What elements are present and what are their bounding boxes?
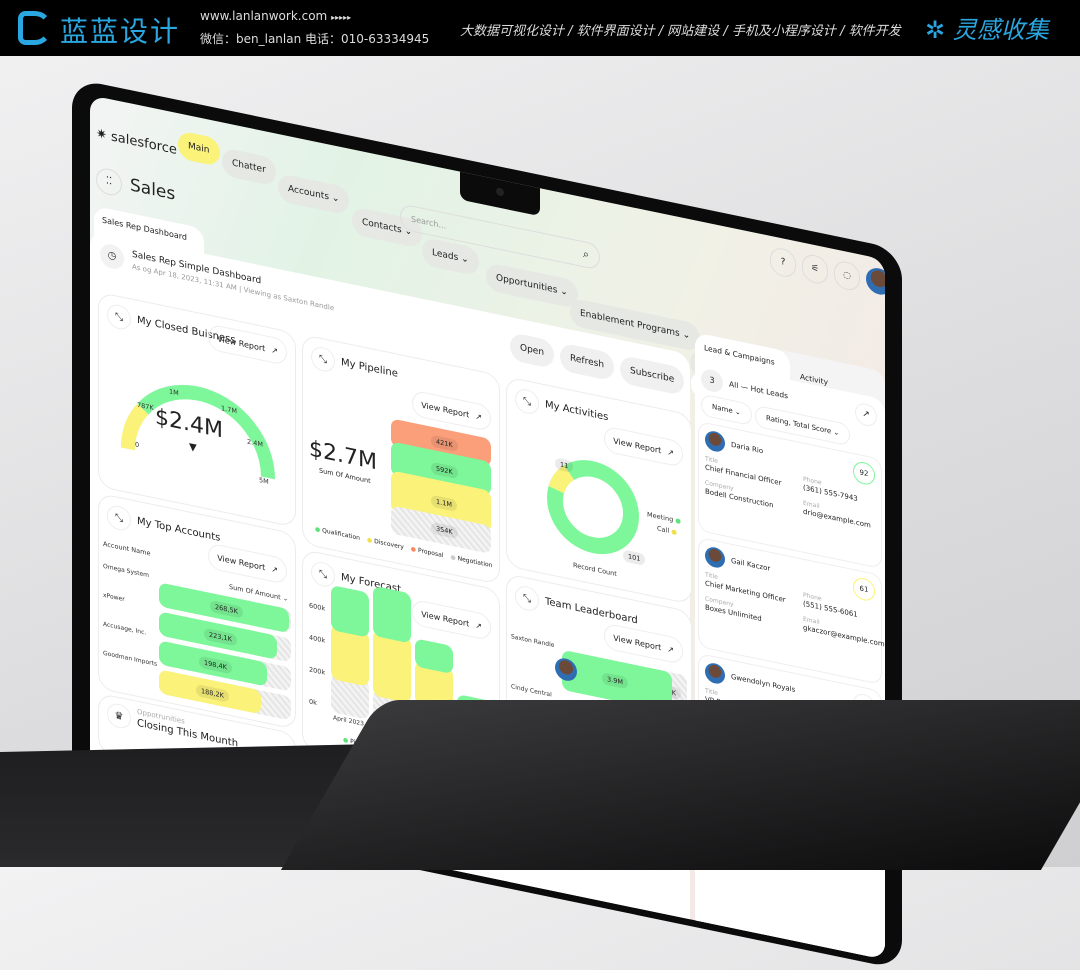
nav-tab[interactable]: Accounts ⌄ bbox=[278, 172, 350, 216]
lead-email: drio@example.com bbox=[803, 507, 871, 530]
lanlan-logo-icon bbox=[18, 11, 52, 45]
card-title: My Activities bbox=[545, 399, 609, 424]
expand-icon[interactable]: ⤡ bbox=[107, 302, 131, 332]
donut-caption: Record Count bbox=[573, 561, 617, 579]
gauge-pointer-icon: ▼ bbox=[189, 441, 197, 455]
rep-name: Cindy Central bbox=[511, 683, 552, 699]
forecast-bar-segment[interactable] bbox=[373, 585, 411, 644]
view-report-button[interactable]: View Report ↗ bbox=[412, 598, 491, 642]
website-url[interactable]: www.lanlanwork.com ▸▸▸▸▸ bbox=[200, 9, 352, 23]
forecast-bar-segment[interactable] bbox=[331, 584, 369, 638]
crown-icon: ♛ bbox=[107, 701, 131, 731]
view-report-button[interactable]: View Report ↗ bbox=[208, 542, 287, 585]
lead-score: 92 bbox=[853, 460, 875, 487]
lead-score: 61 bbox=[853, 576, 875, 603]
contact-info: 微信：ben_lanlan 电话：010-63334945 bbox=[200, 32, 430, 46]
lead-name: Daria Rio bbox=[731, 440, 764, 456]
card-title: My Top Accounts bbox=[137, 515, 221, 544]
arrow-up-right-icon: ↗ bbox=[475, 411, 482, 422]
section-title: Sales bbox=[130, 175, 176, 205]
services-list: 大数据可视化设计 / 软件界面设计 / 网站建设 / 手机及小程序设计 / 软件… bbox=[460, 24, 901, 39]
search-icon: ⌕ bbox=[582, 247, 589, 262]
lead-avatar bbox=[705, 545, 725, 570]
account-name: Omega System bbox=[103, 562, 150, 580]
settings-sliders-icon[interactable]: ⚟ bbox=[802, 252, 828, 286]
legend-item: Call ● bbox=[657, 524, 677, 537]
opportunities-title: Closing This Mounth bbox=[137, 717, 239, 750]
lead-name: Gail Kaczor bbox=[731, 556, 771, 573]
account-name: Goodman Imports bbox=[103, 649, 158, 668]
lead-name: Gwendolyn Royals bbox=[731, 672, 796, 695]
view-report-button[interactable]: View Report ↗ bbox=[208, 323, 287, 366]
legend-item: ● Discovery bbox=[366, 536, 404, 551]
app-launcher-icon[interactable]: ⁚⁚ bbox=[96, 166, 122, 198]
pipeline-card: ⤡ My Pipeline View Report ↗ $2.7M Sum Of … bbox=[302, 333, 500, 585]
notifications-icon[interactable]: ◌ bbox=[834, 259, 860, 293]
expand-icon[interactable]: ⤡ bbox=[515, 584, 539, 613]
laptop-screen: ✷ salesforce ⁚⁚ Sales Main Chatter Account… bbox=[90, 95, 885, 960]
lead-avatar bbox=[705, 429, 725, 454]
y-tick: 400k bbox=[309, 633, 326, 645]
laptop-base bbox=[280, 700, 1080, 870]
y-tick: 0k bbox=[309, 697, 317, 707]
activities-card: ⤡ My Activities View Report ↗ 11 101 Reco… bbox=[506, 376, 692, 605]
legend-item: ● Proposal bbox=[410, 545, 444, 560]
gauge-chart bbox=[121, 384, 275, 480]
column-header: Account Name bbox=[103, 539, 151, 558]
inspiration-logo: ✲ 灵感收集 bbox=[925, 16, 1049, 44]
salesforce-logo[interactable]: ✷ salesforce bbox=[96, 126, 177, 158]
arrow-up-right-icon: ↗ bbox=[271, 564, 278, 575]
lead-company: Bodell Construction bbox=[705, 487, 774, 510]
arrow-up-right-icon: ↗ bbox=[271, 345, 278, 356]
nav-tab[interactable]: Main bbox=[178, 130, 220, 167]
lead-avatar bbox=[705, 661, 725, 686]
nav-tab[interactable]: Opportunities ⌄ bbox=[486, 262, 578, 310]
arrow-up-right-icon: ↗ bbox=[475, 620, 482, 631]
donut-meeting bbox=[547, 460, 639, 555]
gauge-tick: 5M bbox=[259, 475, 269, 487]
gauge-segment-green bbox=[137, 385, 275, 480]
lead-phone: (361) 555-7943 bbox=[803, 483, 858, 503]
expand-icon[interactable]: ⤡ bbox=[311, 344, 335, 374]
expand-icon[interactable]: ⤡ bbox=[311, 559, 335, 589]
top-accounts-card: ⤡ My Top Accounts View Report ↗ Account N… bbox=[98, 492, 296, 730]
lead-phone: (551) 555-6061 bbox=[803, 599, 858, 619]
account-name: xPower bbox=[103, 591, 125, 604]
brand-name: 蓝蓝设计 bbox=[60, 15, 181, 48]
gauge-segment-yellow bbox=[121, 403, 149, 451]
card-title: Team Leaderboard bbox=[545, 596, 638, 627]
top-banner: 蓝蓝设计 www.lanlanwork.com ▸▸▸▸▸ 微信：ben_lan… bbox=[0, 0, 1080, 56]
nav-tab[interactable]: Chatter bbox=[222, 147, 276, 187]
legend-item: ● Negotiation bbox=[450, 553, 493, 570]
card-title: My Pipeline bbox=[341, 356, 398, 380]
camera-icon bbox=[496, 187, 504, 197]
expand-icon[interactable]: ⤡ bbox=[515, 387, 539, 416]
account-name: Accusage, Inc. bbox=[103, 620, 147, 637]
user-avatar[interactable] bbox=[866, 265, 885, 298]
legend-item: Meeting ● bbox=[647, 510, 681, 526]
closed-business-card: ⤡ My Closed Buisness View Report ↗ $2.4M … bbox=[98, 291, 296, 528]
gauge-tick: 0 bbox=[135, 440, 140, 450]
rep-name: Saxton Randle bbox=[511, 633, 555, 650]
expand-icon[interactable]: ⤡ bbox=[107, 503, 131, 533]
view-report-button[interactable]: View Report ↗ bbox=[604, 622, 683, 665]
lead-email: gkaczor@example.com bbox=[803, 623, 885, 649]
arrow-up-right-icon: ↗ bbox=[667, 447, 674, 458]
arrow-up-right-icon: ↗ bbox=[667, 644, 674, 655]
legend-item: ● Qualification bbox=[315, 525, 360, 542]
y-tick: 600k bbox=[309, 601, 326, 613]
y-tick: 200k bbox=[309, 665, 326, 677]
help-icon[interactable]: ? bbox=[770, 245, 796, 280]
activities-donut bbox=[547, 460, 639, 555]
